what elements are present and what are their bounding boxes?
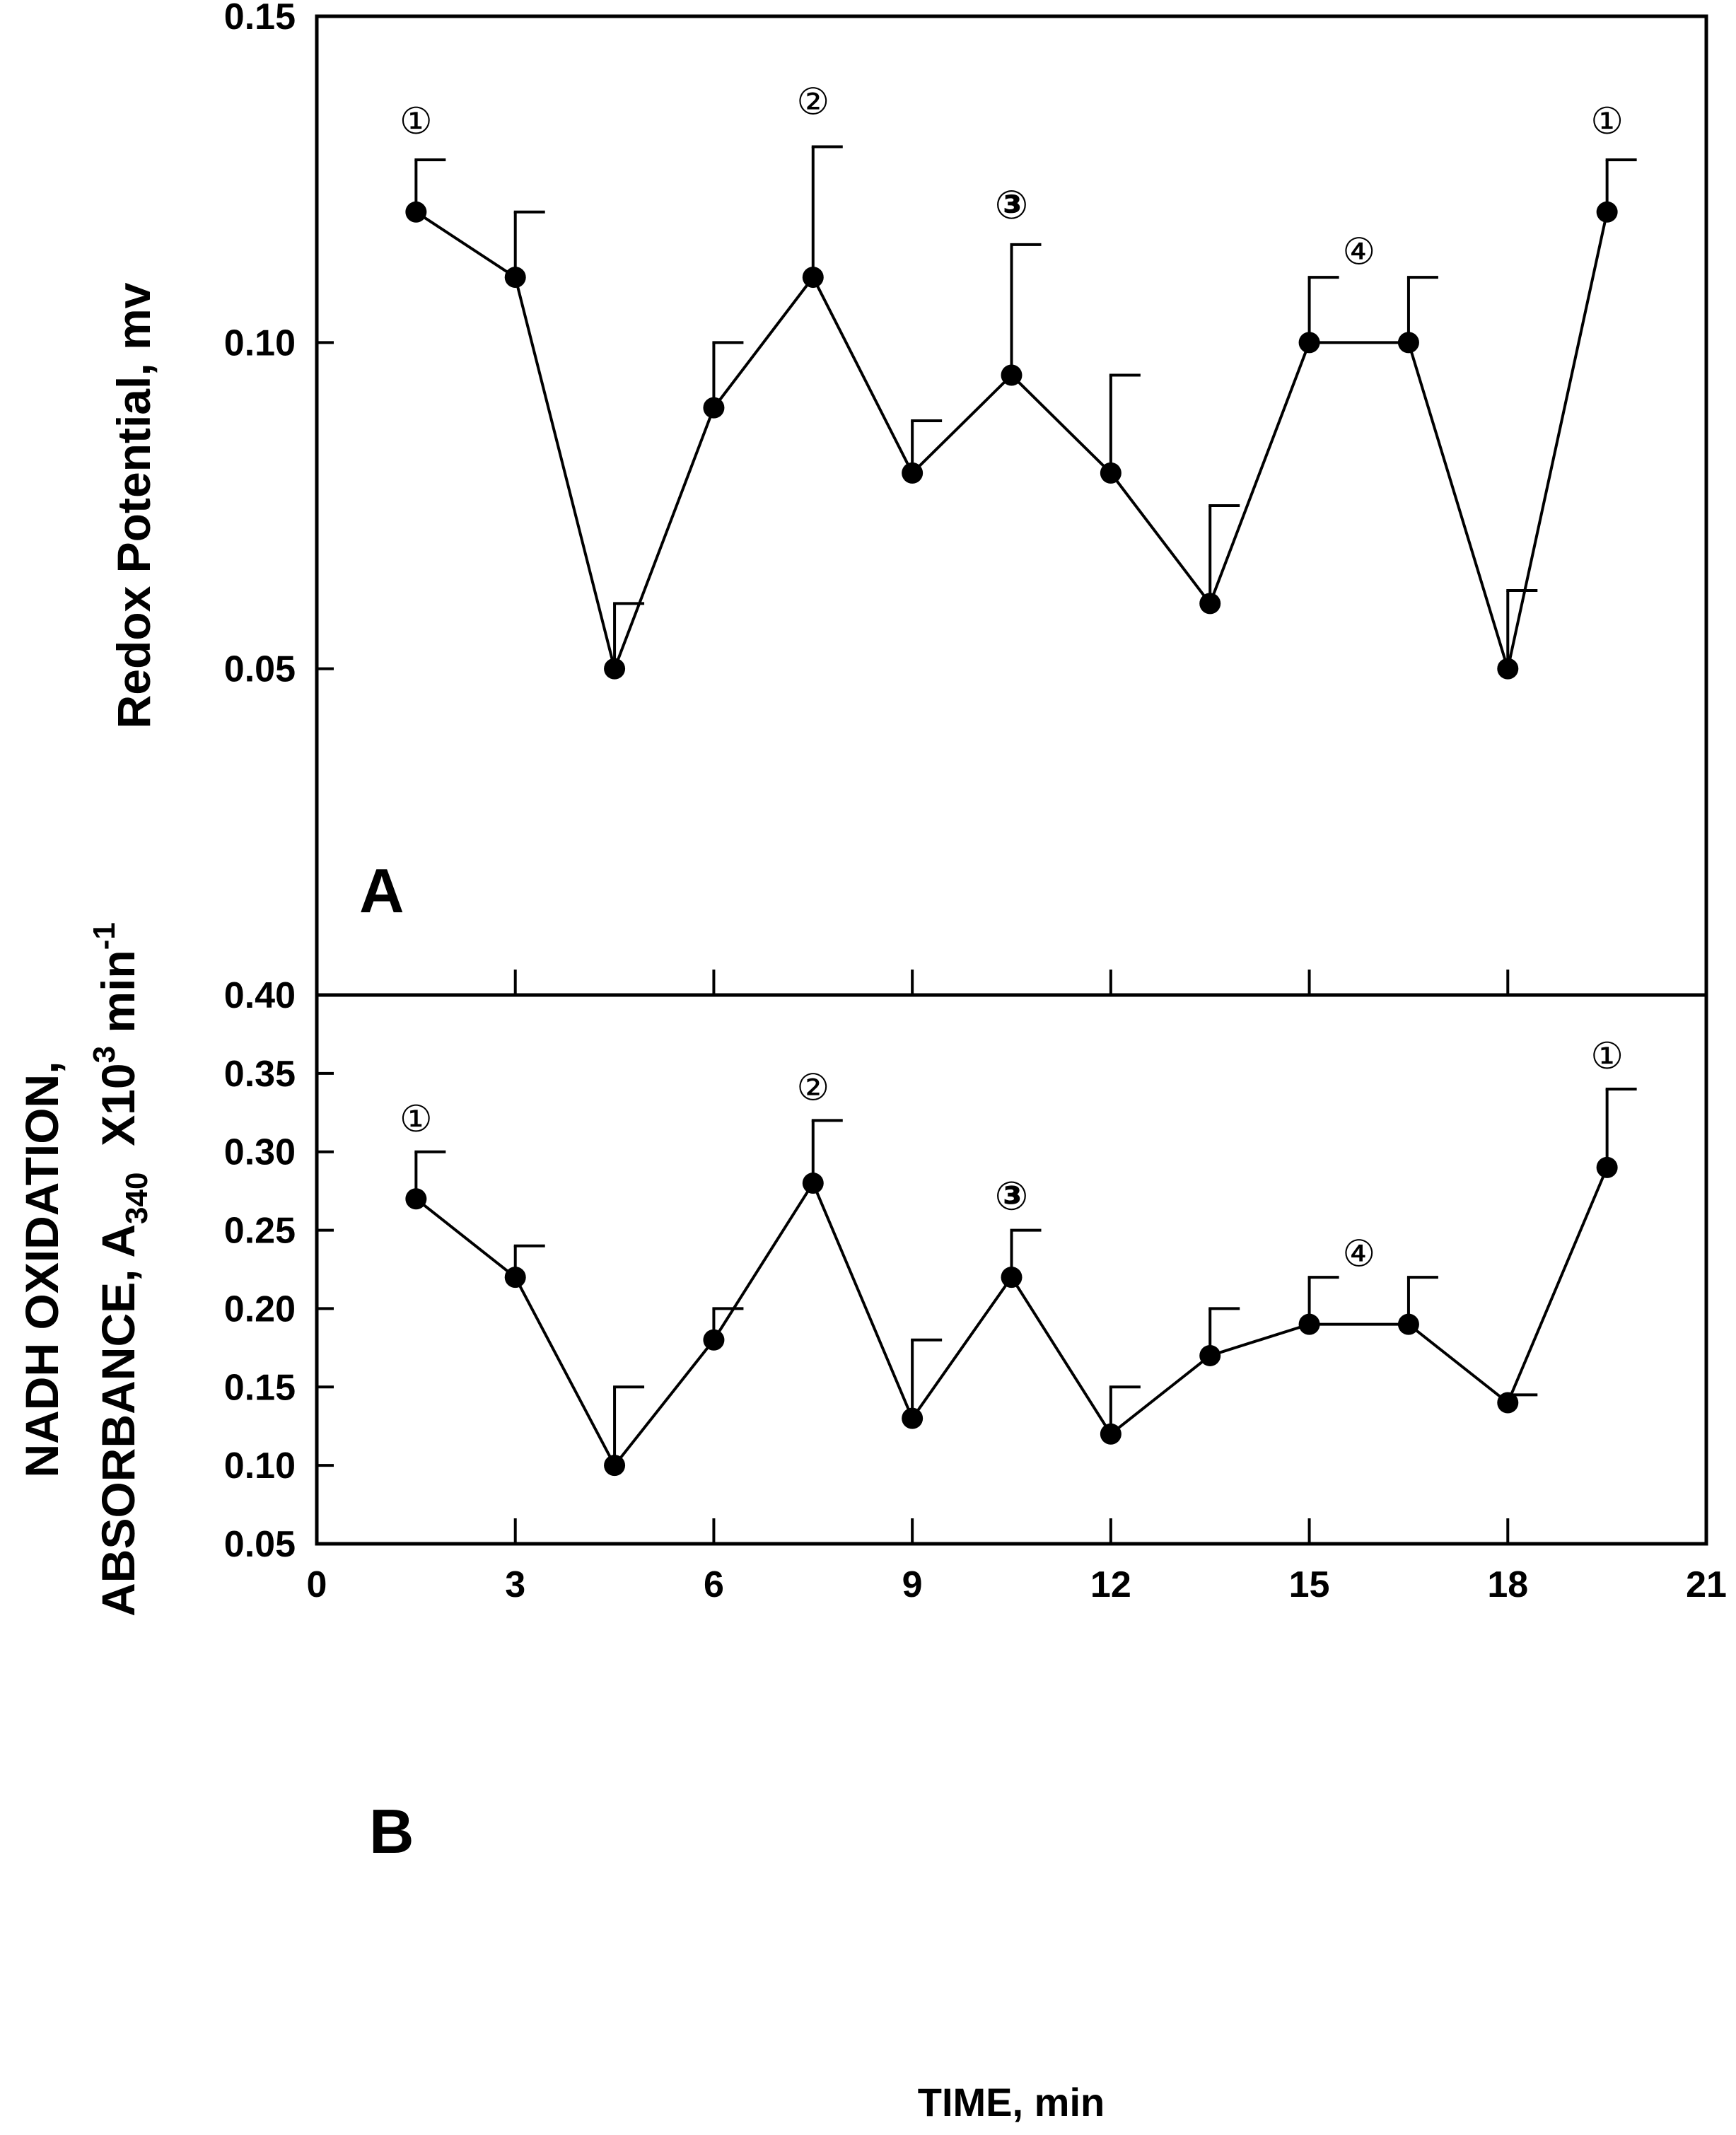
panel-b-series: ① ② ③ ④ ① <box>400 1035 1637 1477</box>
panel-b-frame <box>315 993 1708 1546</box>
x-tick-label: 6 <box>704 1564 724 1605</box>
panel-a-data-point <box>1397 332 1419 354</box>
panel-b-y-tick-label: 0.30 <box>224 1132 296 1173</box>
panel-b-data-point <box>1596 1156 1618 1178</box>
panel-b-data-point <box>802 1173 824 1194</box>
panel-a-data-point <box>405 201 427 223</box>
panel-a-data-point <box>504 267 526 289</box>
x-tick-label: 15 <box>1289 1564 1330 1605</box>
panel-a-letter: A <box>359 856 404 926</box>
panel-b-data-point <box>604 1455 626 1477</box>
panel-b-ylabel-prefix: ABSORBANCE, A <box>92 1224 144 1617</box>
x-tick-label: 0 <box>307 1564 327 1605</box>
panel-b-y-tick-label: 0.35 <box>224 1054 296 1095</box>
panel-b-data-point <box>1199 1344 1221 1366</box>
panel-b-annotation: ④ <box>1342 1233 1375 1276</box>
panel-a-annotation: ④ <box>1342 231 1375 274</box>
panel-b-data-point <box>1397 1313 1419 1335</box>
panel-a-data-point <box>1001 364 1023 386</box>
panel-a-y-tick-label: 0.15 <box>224 0 296 37</box>
panel-b-data-point <box>902 1407 924 1429</box>
panel-a-ylabel: Redox Potential, mv <box>107 282 160 728</box>
panel-a-data-point <box>604 658 626 680</box>
panel-b-ylabel-line2: ABSORBANCE, A340 X103 min-1 <box>87 922 154 1617</box>
panel-a-annotation: ③ <box>995 182 1028 228</box>
panel-a-data-point <box>902 462 924 484</box>
panel-b-data-point <box>1298 1313 1320 1335</box>
panel-a-annotation: ① <box>400 100 433 143</box>
x-axis-title: TIME, min <box>918 2080 1105 2124</box>
panel-b-annotation: ① <box>1590 1035 1624 1078</box>
panel-a-data-point <box>1100 462 1122 484</box>
panel-b-y-tick-label: 0.05 <box>224 1524 296 1565</box>
panel-b-y-tick-label: 0.15 <box>224 1367 296 1408</box>
panel-a-y-tick-label: 0.05 <box>224 649 296 690</box>
x-tick-label: 21 <box>1686 1564 1727 1605</box>
panel-b-data-point <box>1100 1423 1122 1445</box>
panel-b-data-point <box>703 1329 725 1351</box>
panel-a-data-point <box>1596 201 1618 223</box>
panel-b-y-tick-label: 0.40 <box>224 975 296 1016</box>
panel-a-data-point <box>1497 658 1519 680</box>
panel-b-y-tick-label: 0.10 <box>224 1445 296 1487</box>
panel-b-ylabel-mid: X10 <box>92 1063 144 1172</box>
panel-b-data-point <box>405 1188 427 1210</box>
panel-b-ylabel-unit: min <box>92 950 144 1046</box>
panel-b-y-tick-label: 0.20 <box>224 1288 296 1330</box>
panel-a-data-point <box>703 397 725 419</box>
panel-b-y-tick-label: 0.25 <box>224 1211 296 1252</box>
panel-b-data-point <box>504 1267 526 1288</box>
panel-b-data-point <box>1001 1267 1023 1288</box>
panel-b-ylabel-sup: 3 <box>87 1046 122 1063</box>
panel-b-annotation: ③ <box>995 1174 1028 1220</box>
panel-a-y-tick-label: 0.10 <box>224 322 296 363</box>
panel-b-ylabel-unit-sup: -1 <box>87 922 122 950</box>
panel-a-annotation: ① <box>1590 100 1624 143</box>
panel-b-annotation: ① <box>400 1098 433 1141</box>
panel-b-axes: 0.05 0.10 0.15 0.20 0.25 0.30 0.35 0.40 0 3 6 9 12 15… <box>224 975 1727 1605</box>
x-tick-label: 9 <box>902 1564 923 1605</box>
panel-b-data-point <box>1497 1392 1519 1414</box>
x-tick-label: 18 <box>1487 1564 1528 1605</box>
x-tick-label: 3 <box>505 1564 525 1605</box>
panel-a-series: ① ② ③ ④ ① <box>400 81 1637 680</box>
panel-a-annotation: ② <box>796 81 829 123</box>
panel-b-annotation: ② <box>796 1067 829 1110</box>
panel-a-data-point <box>1199 593 1221 615</box>
panel-b-ylabel-line1: NADH OXIDATION, <box>16 1061 68 1477</box>
panel-a-data-point <box>1298 332 1320 354</box>
panel-b-letter: B <box>369 1796 414 1866</box>
panel-a-frame <box>315 14 1708 997</box>
x-tick-label: 12 <box>1090 1564 1131 1605</box>
panel-a-axes: 0.05 0.10 0.15 <box>224 0 1510 995</box>
panel-b-ylabel-sub: 340 <box>120 1173 154 1224</box>
panel-a-data-point <box>802 267 824 289</box>
